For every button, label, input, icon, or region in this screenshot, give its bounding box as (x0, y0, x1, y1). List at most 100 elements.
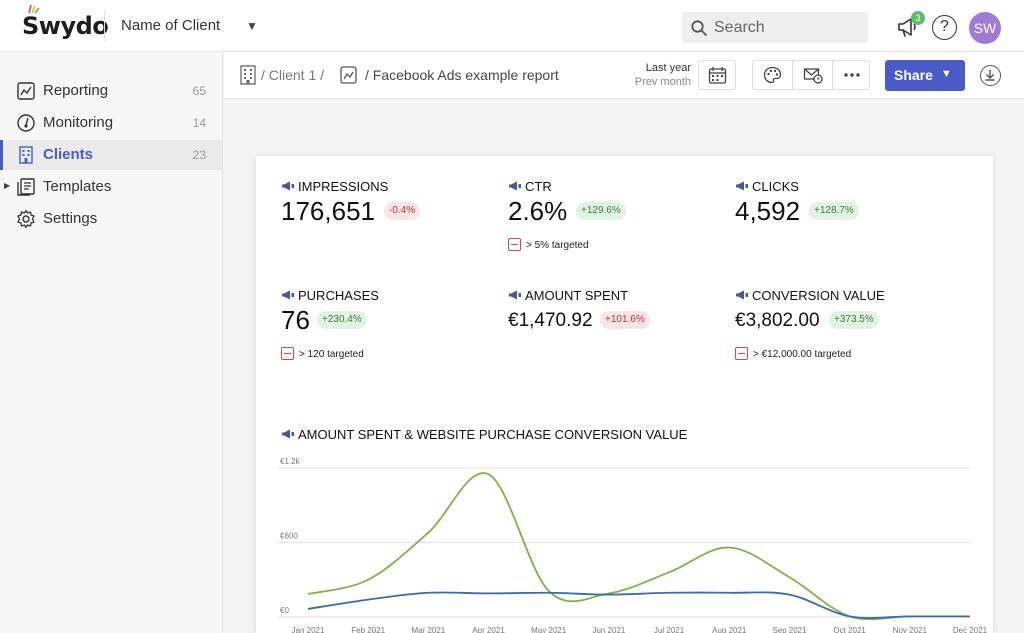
kpi-value: 2.6% (508, 196, 568, 226)
data-point[interactable] (546, 590, 552, 596)
kpi-change-badge: +230.4% (317, 311, 367, 329)
date-range-compare: Prev month (634, 76, 691, 88)
sidebar-item-settings[interactable]: Settings (0, 204, 222, 234)
data-point[interactable] (847, 613, 853, 619)
download-icon (985, 70, 995, 81)
kpi-conversion-value[interactable]: CONVERSION VALUE €3,802.00 +373.5% > €12… (735, 288, 955, 378)
kpi-value: 76 (281, 305, 310, 335)
kpi-purchases[interactable]: PURCHASES 76 +230.4% > 120 targeted (281, 288, 501, 378)
kpi-value: €1,470.92 (508, 310, 593, 331)
clients-building-icon (19, 146, 33, 164)
x-tick-label: Jul 2021 (654, 626, 685, 633)
sidebar-item-monitoring[interactable]: Monitoring 14 (0, 108, 222, 138)
data-point[interactable] (425, 530, 431, 536)
notification-count-badge: 3 (911, 11, 925, 25)
data-point[interactable] (486, 471, 492, 477)
kpi-ctr[interactable]: CTR 2.6% +129.6% > 5% targeted (508, 179, 728, 269)
kpi-amount-spent[interactable]: AMOUNT SPENT €1,470.92 +101.6% (508, 288, 728, 378)
x-tick-label: May 2021 (531, 626, 567, 633)
calendar-icon (708, 67, 727, 84)
facebook-ads-megaphone-icon (282, 290, 294, 300)
sidebar: Reporting 65 Monitoring 14 Clients 23 ▶ … (0, 52, 223, 633)
kpi-target: > 5% targeted (508, 238, 589, 251)
more-options-button[interactable] (832, 61, 871, 89)
x-tick-label: Dec 2021 (953, 626, 988, 633)
data-point[interactable] (305, 606, 311, 612)
data-point[interactable] (726, 544, 732, 550)
share-button[interactable]: Share ▼ (885, 60, 965, 91)
data-point[interactable] (786, 574, 792, 580)
series-line-1[interactable] (307, 591, 970, 619)
sidebar-item-reporting[interactable]: Reporting 65 (0, 76, 222, 106)
client-selector-caret-icon[interactable]: ▼ (246, 19, 258, 33)
reporting-icon (17, 82, 35, 100)
target-missed-icon (735, 347, 748, 360)
kpi-title: IMPRESSIONS (281, 179, 388, 194)
download-button[interactable] (980, 65, 1001, 86)
kpi-value: 176,651 (281, 196, 375, 226)
kpi-title: CONVERSION VALUE (735, 288, 885, 303)
series-line-0[interactable] (307, 472, 970, 621)
facebook-ads-megaphone-icon (736, 181, 748, 191)
x-tick-label: Aug 2021 (712, 626, 747, 633)
settings-gear-icon (17, 209, 35, 229)
expand-caret-icon[interactable]: ▶ (4, 181, 11, 190)
data-point[interactable] (425, 590, 431, 596)
swydo-logo[interactable]: Swydo (22, 4, 109, 40)
data-point[interactable] (486, 590, 492, 596)
sidebar-item-clients[interactable]: Clients 23 (0, 140, 222, 170)
sidebar-item-count: 14 (192, 116, 206, 130)
more-dots-icon (844, 73, 860, 77)
x-tick-label: Oct 2021 (833, 626, 866, 633)
kpi-value: €3,802.00 (735, 310, 820, 331)
announcements-megaphone-icon[interactable] (896, 14, 922, 40)
kpi-change-badge: +128.7% (809, 202, 859, 220)
search-input[interactable] (714, 17, 864, 38)
report-page: IMPRESSIONS 176,651 -0.4% CTR 2.6% +129.… (256, 156, 993, 633)
templates-icon (17, 178, 35, 196)
client-building-icon[interactable] (239, 65, 257, 85)
data-point[interactable] (666, 590, 672, 596)
sidebar-item-label: Settings (43, 210, 98, 227)
date-picker-button[interactable] (698, 60, 736, 90)
chart-title: AMOUNT SPENT & WEBSITE PURCHASE CONVERSI… (281, 427, 687, 442)
y-tick-label: €1.2k (280, 457, 301, 466)
tool-divider (832, 61, 833, 89)
theme-button[interactable] (753, 61, 792, 89)
user-avatar[interactable]: SW (969, 12, 1001, 44)
x-tick-label: Apr 2021 (472, 626, 505, 633)
schedule-email-button[interactable] (793, 61, 832, 89)
sidebar-item-label: Reporting (43, 82, 109, 99)
data-point[interactable] (365, 597, 371, 603)
sidebar-item-count: 65 (192, 84, 206, 98)
data-point[interactable] (666, 569, 672, 575)
share-label: Share (894, 67, 933, 83)
data-point[interactable] (967, 613, 973, 619)
help-icon[interactable]: ? (932, 15, 957, 40)
sidebar-item-label: Clients (43, 146, 94, 163)
kpi-change-badge: +129.6% (576, 202, 626, 220)
data-point[interactable] (726, 590, 732, 596)
breadcrumb-client[interactable]: / Client 1 / (261, 67, 325, 83)
kpi-target: > 120 targeted (281, 347, 364, 360)
top-bar: Swydo Name of Client ▼ 3 ? SW (0, 0, 1024, 52)
date-range-label[interactable]: Last year Prev month (635, 61, 691, 89)
kpi-value: 4,592 (735, 196, 801, 226)
data-point[interactable] (786, 592, 792, 598)
sidebar-item-label: Monitoring (43, 114, 114, 131)
data-point[interactable] (305, 591, 311, 597)
kpi-impressions[interactable]: IMPRESSIONS 176,651 -0.4% (281, 179, 501, 269)
kpi-clicks[interactable]: CLICKS 4,592 +128.7% (735, 179, 955, 269)
client-selector[interactable]: Name of Client (121, 17, 221, 34)
target-missed-icon (508, 238, 521, 251)
data-point[interactable] (365, 577, 371, 583)
y-tick-label: €0 (280, 606, 289, 615)
data-point[interactable] (907, 613, 913, 619)
sidebar-item-templates[interactable]: ▶ Templates (0, 172, 222, 202)
data-point[interactable] (606, 592, 612, 598)
kpi-change-badge: +373.5% (829, 311, 879, 329)
report-icon (340, 66, 357, 84)
facebook-ads-megaphone-icon (736, 290, 748, 300)
target-missed-icon (281, 347, 294, 360)
monitoring-icon (17, 114, 35, 132)
